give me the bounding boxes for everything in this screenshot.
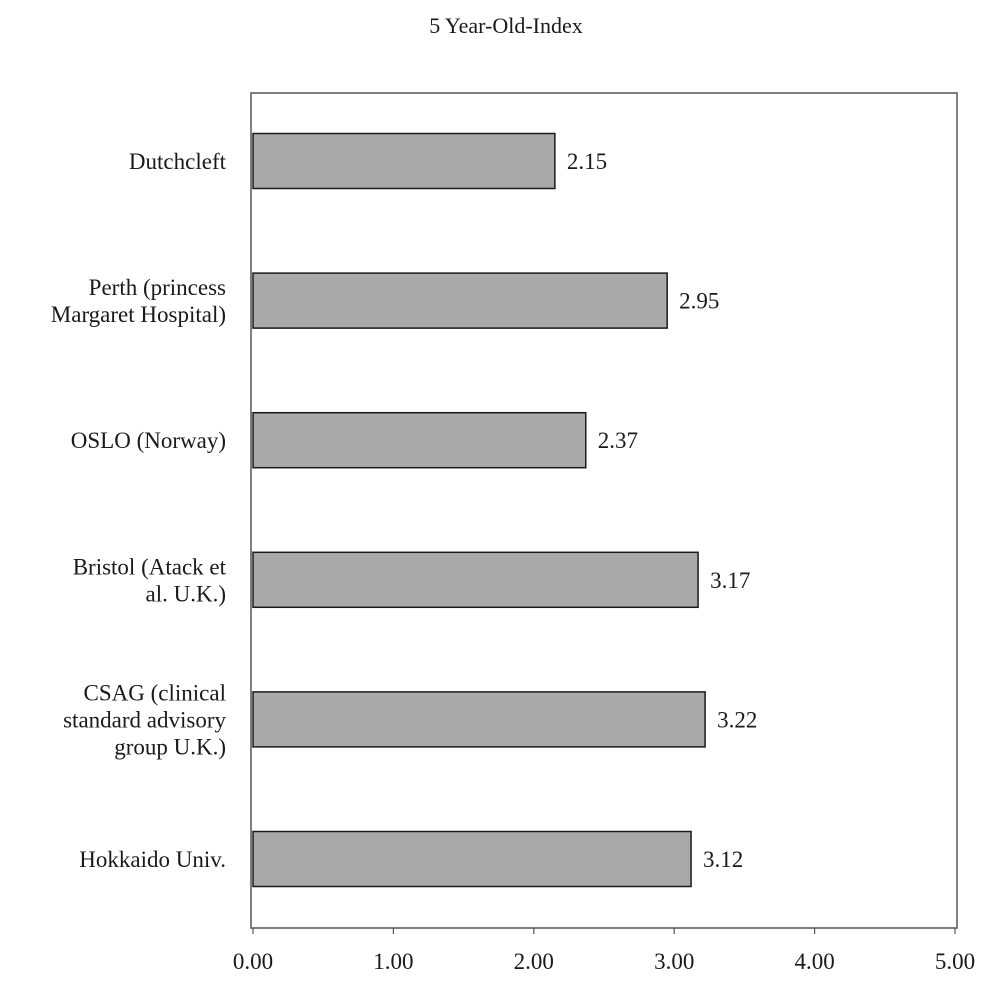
category-label: OSLO (Norway) [71,428,226,453]
bars-group [252,132,706,888]
data-labels-group: 2.15 2.95 2.37 3.17 3.22 3.12 [567,149,757,872]
bar [252,411,587,469]
data-label: 3.12 [703,847,743,872]
x-tick-label: 2.00 [514,949,554,974]
x-tick-label: 1.00 [373,949,413,974]
category-label: Perth (princess [89,275,226,300]
bar [252,551,699,609]
x-tick-label: 5.00 [935,949,975,974]
chart-title: 5 Year-Old-Index [429,13,583,38]
x-tick-label: 3.00 [654,949,694,974]
category-label: group U.K.) [114,734,226,759]
category-label: CSAG (clinical [84,680,226,705]
category-label: Dutchcleft [129,149,227,174]
bar [252,691,706,748]
category-label: standard advisory [63,707,226,732]
category-label: Hokkaido Univ. [79,847,226,872]
data-label: 2.37 [598,428,638,453]
bar [252,830,692,888]
bar [252,132,556,190]
category-label: Margaret Hospital) [51,302,226,327]
category-label: Bristol (Atack et [73,554,227,579]
data-label: 2.15 [567,149,607,174]
data-label: 2.95 [679,289,719,314]
x-axis-ticks-group: 0.00 1.00 2.00 3.00 4.00 5.00 [233,928,975,974]
bar [252,272,668,329]
data-label: 3.17 [710,568,750,593]
category-label: al. U.K.) [146,581,226,606]
x-tick-label: 0.00 [233,949,273,974]
data-label: 3.22 [717,707,757,732]
plot-area-frame [250,92,958,929]
x-tick-label: 4.00 [794,949,834,974]
